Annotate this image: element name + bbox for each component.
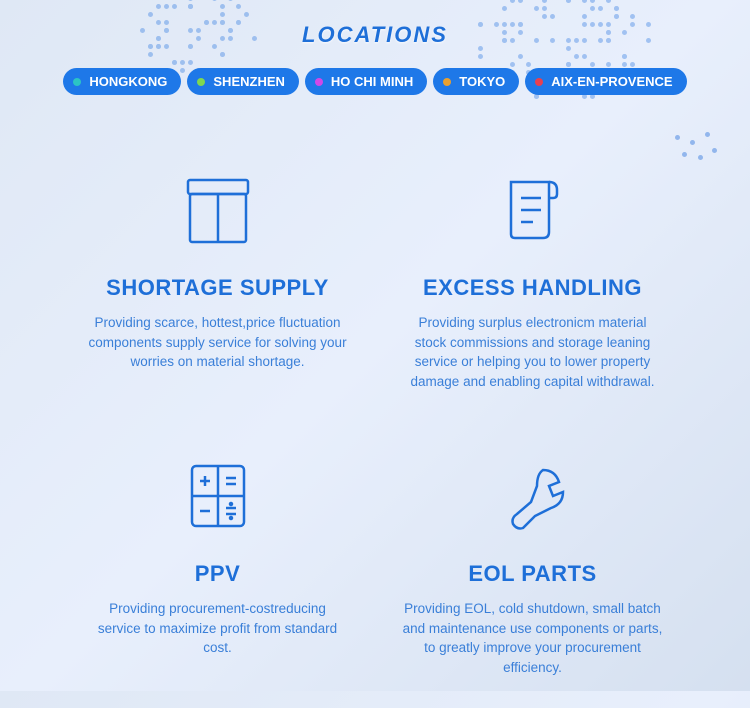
service-card-shortage-supply: SHORTAGE SUPPLY Providing scarce, hottest… (80, 165, 355, 391)
wrench-icon (488, 451, 578, 541)
locations-bar: HONGKONG SHENZHEN HO CHI MINH TOKYO AIX-EN-P… (0, 68, 750, 95)
service-title: SHORTAGE SUPPLY (80, 275, 355, 301)
document-icon (488, 165, 578, 255)
location-dot-icon (535, 78, 543, 86)
services-grid: SHORTAGE SUPPLY Providing scarce, hottest… (0, 95, 750, 708)
location-label: SHENZHEN (213, 74, 285, 89)
box-icon (173, 165, 263, 255)
service-card-eol-parts: EOL PARTS Providing EOL, cold shutdown, s… (395, 451, 670, 677)
service-card-excess-handling: EXCESS HANDLING Providing surplus electro… (395, 165, 670, 391)
service-description: Providing scarce, hottest,price fluctuat… (88, 313, 348, 372)
location-dot-icon (197, 78, 205, 86)
location-pill-tokyo[interactable]: TOKYO (433, 68, 519, 95)
location-label: TOKYO (459, 74, 505, 89)
service-card-ppv: PPV Providing procurement-costreducing se… (80, 451, 355, 677)
location-pill-ho-chi-minh[interactable]: HO CHI MINH (305, 68, 427, 95)
location-dot-icon (315, 78, 323, 86)
location-dot-icon (73, 78, 81, 86)
location-pill-hongkong[interactable]: HONGKONG (63, 68, 181, 95)
service-title: EXCESS HANDLING (395, 275, 670, 301)
location-label: HO CHI MINH (331, 74, 413, 89)
location-label: HONGKONG (89, 74, 167, 89)
service-description: Providing EOL, cold shutdown, small batc… (403, 599, 663, 677)
service-title: PPV (80, 561, 355, 587)
calculator-icon (173, 451, 263, 541)
service-title: EOL PARTS (395, 561, 670, 587)
service-description: Providing procurement-costreducing servi… (88, 599, 348, 658)
location-pill-shenzhen[interactable]: SHENZHEN (187, 68, 299, 95)
section-title-container: LOCATIONS (0, 0, 750, 68)
location-pill-aix-en-provence[interactable]: AIX-EN-PROVENCE (525, 68, 686, 95)
location-dot-icon (443, 78, 451, 86)
locations-heading: LOCATIONS (0, 22, 750, 48)
service-description: Providing surplus electronicm material s… (403, 313, 663, 391)
location-label: AIX-EN-PROVENCE (551, 74, 672, 89)
